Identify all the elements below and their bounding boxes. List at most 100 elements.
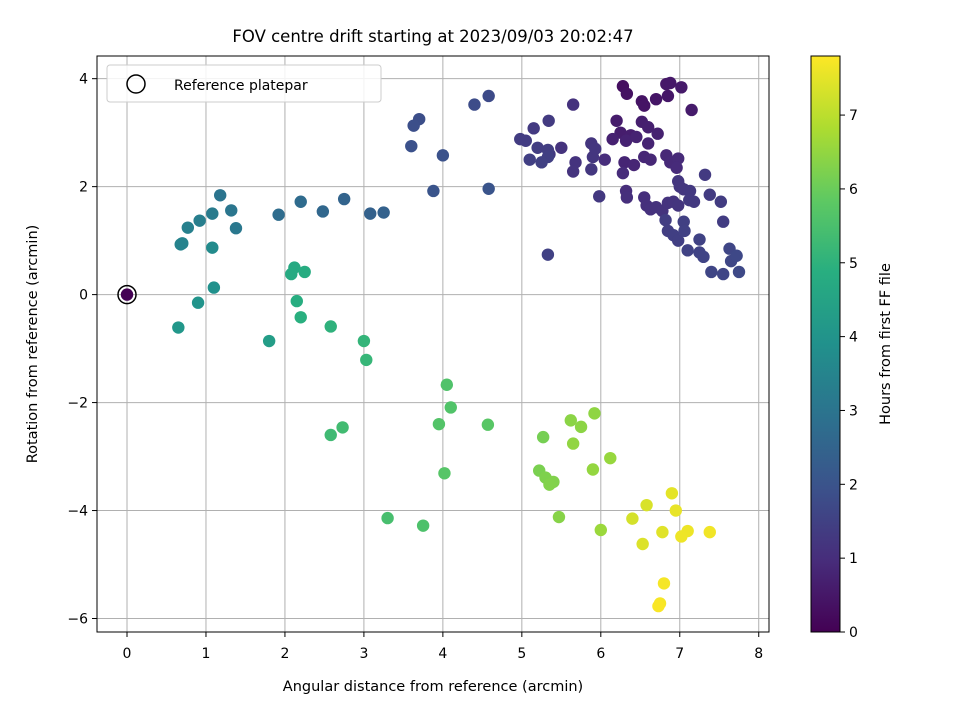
data-point [652,599,665,613]
data-point [427,184,440,198]
y-axis-ticks: −6 −4 −2 0 2 4 [67,72,97,628]
data-point [543,478,556,491]
colorbar-tick-label: 3 [849,403,858,419]
colorbar-tick-label: 0 [849,625,858,641]
data-point [669,504,683,517]
data-point [651,127,664,140]
plot-frame [96,55,770,633]
data-point [229,222,243,235]
data-point [678,224,691,238]
data-point [438,467,451,480]
colorbar-tick-label: 4 [849,330,858,346]
data-point [535,156,548,169]
colorbar-tick-label: 2 [849,477,858,493]
data-point [294,311,307,324]
data-point [626,512,639,525]
data-point [675,81,688,94]
data-point [675,530,688,543]
data-point [207,281,221,294]
data-point [644,153,657,166]
data-point [683,184,697,198]
y-tick-label: −4 [67,504,88,520]
y-axis-label: Rotation from reference (arcmin) [25,225,41,464]
colorbar-tick-label: 1 [849,551,858,567]
data-point [730,249,743,262]
data-point [324,320,337,333]
data-point [206,207,219,220]
data-point [290,294,303,308]
data-point [416,519,430,532]
data-point [294,195,307,208]
data-point [649,92,663,106]
data-point [697,250,710,264]
data-point [589,142,602,156]
x-tick-label: 5 [517,646,526,662]
data-point [552,510,566,524]
data-point [659,213,672,227]
colorbar-frame [810,55,841,633]
data-point [656,525,669,539]
data-point [574,420,588,434]
data-point [337,192,351,206]
y-tick-label: −2 [67,396,88,412]
data-point [262,334,276,348]
data-point [618,156,631,169]
x-tick-label: 6 [596,646,605,662]
y-tick-label: −6 [67,612,88,628]
data-point [671,199,685,212]
data-point [481,418,495,431]
colorbar-tick-label: 6 [849,182,858,198]
data-point [640,498,653,512]
data-point [588,407,601,420]
reference-platepar-marker [117,284,137,305]
data-point [677,215,690,228]
data-point [519,134,532,147]
data-point [360,353,373,367]
data-point [657,577,671,590]
data-point [191,296,205,309]
legend-box [106,64,382,103]
colorbar-gradient [811,56,840,632]
data-point [206,241,219,254]
x-tick-label: 4 [438,646,447,662]
data-point [566,165,580,178]
data-point [665,487,679,500]
data-point [436,149,450,162]
data-point [681,244,694,257]
data-point [620,191,634,204]
data-point [670,161,683,174]
data-point [298,265,311,279]
data-point [630,130,643,144]
data-point [598,153,611,166]
data-point [585,163,598,176]
data-point [661,89,675,103]
data-point [703,188,716,201]
data-point [381,511,394,525]
data-point [357,334,371,348]
data-point [407,119,420,132]
scatter-points [120,76,746,613]
data-point [176,237,189,250]
data-point [664,76,677,90]
x-tick-label: 8 [754,646,763,662]
data-point [432,417,446,431]
data-point [482,89,495,103]
data-point [336,421,349,434]
y-tick-label: 2 [79,180,88,196]
data-point [523,153,536,166]
legend-marker [126,74,146,94]
data-point [616,166,630,180]
x-tick-label: 7 [675,646,684,662]
data-point [316,205,330,218]
data-point [685,103,698,117]
data-point [324,428,337,442]
data-point [531,141,544,154]
colorbar-tick-label: 7 [849,108,858,124]
data-point [714,195,728,208]
x-tick-label: 2 [280,646,289,662]
colorbar: 0 1 2 3 4 5 6 7 Hours from first FF file [810,55,894,641]
data-point [225,204,238,217]
data-point [364,207,377,220]
x-axis-ticks: 0 1 2 3 4 5 6 7 8 [123,632,763,662]
